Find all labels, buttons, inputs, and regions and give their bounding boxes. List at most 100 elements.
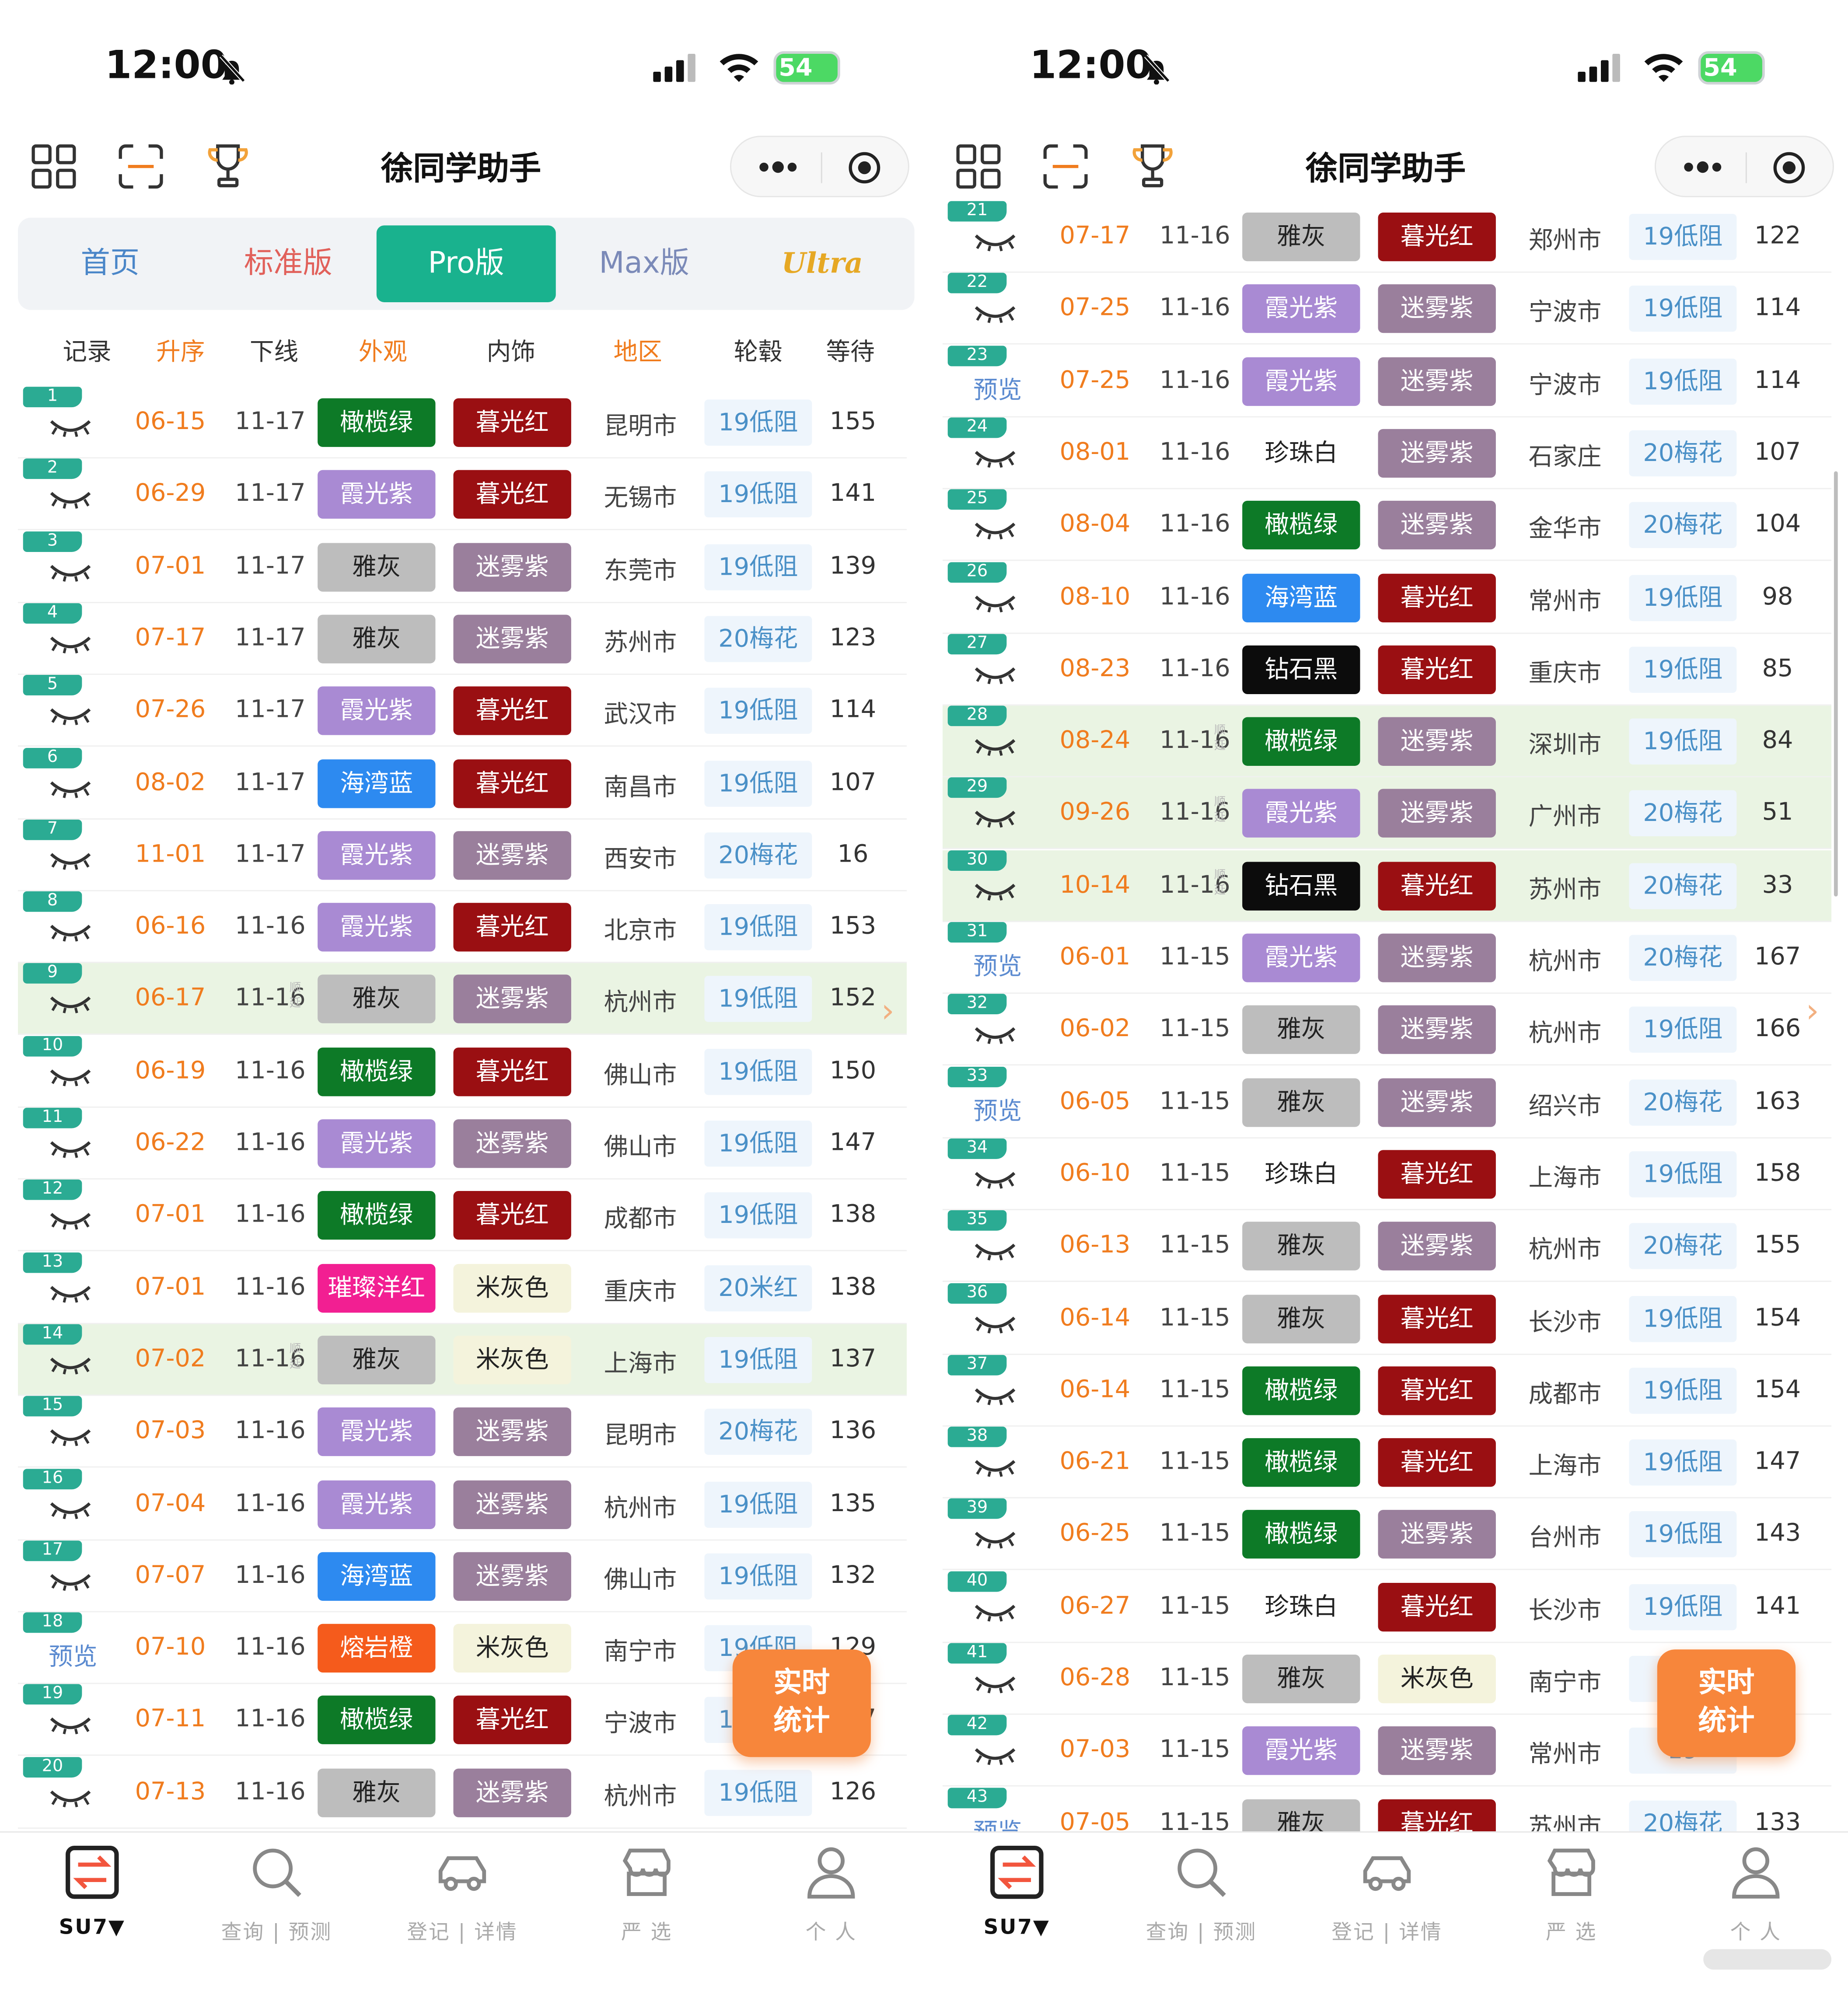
table-row[interactable]: 33 预览 06-05 11-15 雅灰 迷雾紫 绍兴市 20梅花 163 [943, 1066, 1832, 1138]
tab-query-predict[interactable]: 查询 | 预测 [1137, 1843, 1265, 1945]
tab-selection[interactable]: 严 选 [1507, 1843, 1635, 1945]
offline-date: 11-16 [1159, 654, 1230, 683]
offline-date: 11-16 [234, 1272, 306, 1301]
grid-apps-icon [953, 141, 1004, 192]
tab-selection[interactable]: 严 选 [583, 1843, 711, 1945]
row-number-badge: 21 [947, 201, 1007, 222]
table-row[interactable]: 7 11-01 11-17 霞光紫 迷雾紫 西安市 20梅花 16 [17, 819, 907, 891]
closed-eye-icon [973, 737, 1017, 757]
nav-title: 徐同学助手 [1306, 150, 1466, 187]
region: 深圳市 [1528, 731, 1602, 760]
tab-su7[interactable]: SU7▼ [28, 1843, 156, 1939]
table-row[interactable]: 37 06-14 11-15 橄榄绿 暮光红 成都市 19低阻 154 [943, 1355, 1832, 1427]
chevron-right-icon[interactable]: › [881, 992, 894, 1031]
interior-color-tag: 迷雾紫 [1378, 429, 1496, 478]
preview-link[interactable]: 预览 [973, 953, 1022, 981]
preview-link[interactable]: 预览 [973, 1097, 1022, 1125]
table-row[interactable]: 10 06-19 11-16 橄榄绿 暮光红 佛山市 19低阻 150 [17, 1035, 907, 1107]
chevron-right-icon[interactable]: › [1806, 992, 1819, 1031]
row-divider [943, 1569, 1832, 1571]
closed-eye-icon [49, 418, 92, 438]
wait-days: 163 [1754, 1086, 1801, 1115]
table-row[interactable]: 34 06-10 11-15 珍珠白 暮光红 上海市 19低阻 158 [943, 1138, 1832, 1210]
order-date: 07-04 [135, 1488, 206, 1517]
row-divider [943, 992, 1832, 994]
tab-profile[interactable]: 个 人 [767, 1843, 895, 1945]
table-row[interactable]: 35 06-13 11-15 雅灰 迷雾紫 杭州市 20梅花 155 [943, 1210, 1832, 1282]
order-date: 06-14 [1059, 1375, 1131, 1404]
table-row[interactable]: 27 08-23 11-16 钻石黑 暮光红 重庆市 19低阻 85 [943, 633, 1832, 705]
table-row[interactable]: 28 08-24 11-16 顺延 橄榄绿 迷雾紫 深圳市 19低阻 84 [943, 705, 1832, 778]
table-row[interactable]: 30 10-14 11-16 顺延 钻石黑 暮光红 苏州市 20梅花 33 [943, 850, 1832, 922]
interior-color-tag: 米灰色 [1378, 1654, 1496, 1704]
order-date: 06-17 [135, 984, 206, 1013]
tab-query-predict[interactable]: 查询 | 预测 [213, 1843, 341, 1945]
tab-register-detail[interactable]: 登记 | 详情 [398, 1843, 527, 1945]
table-row[interactable]: 4 07-17 11-17 雅灰 迷雾紫 苏州市 20梅花 123 [17, 603, 907, 675]
table-row[interactable]: 24 08-01 11-16 珍珠白 迷雾紫 石家庄 20梅花 107 [943, 417, 1832, 489]
row-number-badge: 40 [947, 1571, 1007, 1592]
table-row[interactable]: 8 06-16 11-16 霞光紫 暮光红 北京市 19低阻 153 [17, 891, 907, 964]
menu-capsule[interactable] [1654, 136, 1834, 197]
tab-pro[interactable]: Pro版 [376, 225, 556, 303]
table-row[interactable]: 15 07-03 11-16 霞光紫 迷雾紫 昆明市 20梅花 136 [17, 1396, 907, 1468]
scrollbar[interactable] [1834, 471, 1838, 897]
interior-color-tag: 米灰色 [453, 1263, 571, 1313]
order-date: 07-17 [135, 623, 206, 652]
header-1[interactable]: 升序 [156, 338, 205, 367]
table-row[interactable]: 38 06-21 11-15 橄榄绿 暮光红 上海市 19低阻 147 [943, 1427, 1832, 1499]
table-row[interactable]: 1 06-15 11-17 橄榄绿 暮光红 昆明市 19低阻 155 [17, 387, 907, 459]
offline-date: 11-15 [1159, 1014, 1230, 1043]
table-row[interactable]: 2 06-29 11-17 霞光紫 暮光红 无锡市 19低阻 141 [17, 459, 907, 531]
preview-link[interactable]: 预览 [973, 376, 1022, 405]
table-row[interactable]: 26 08-10 11-16 海湾蓝 暮光红 常州市 19低阻 98 [943, 561, 1832, 633]
table-row[interactable]: 6 08-02 11-17 海湾蓝 暮光红 南昌市 19低阻 107 [17, 747, 907, 819]
table-row[interactable]: 16 07-04 11-16 霞光紫 迷雾紫 杭州市 19低阻 135 [17, 1468, 907, 1540]
tab-register-detail[interactable]: 登记 | 详情 [1323, 1843, 1451, 1945]
table-row[interactable]: 5 07-26 11-17 霞光紫 暮光红 武汉市 19低阻 114 [17, 675, 907, 747]
table-row[interactable]: 23 预览 07-25 11-16 霞光紫 迷雾紫 宁波市 19低阻 114 [943, 345, 1832, 417]
region: 苏州市 [1528, 875, 1602, 904]
table-row[interactable]: 12 07-01 11-16 橄榄绿 暮光红 成都市 19低阻 138 [17, 1180, 907, 1252]
table-row[interactable]: 20 07-13 11-16 雅灰 迷雾紫 杭州市 19低阻 126 [17, 1757, 907, 1829]
row-divider [17, 1538, 907, 1540]
tab-standard[interactable]: 标准版 [244, 247, 332, 281]
wait-days: 150 [829, 1056, 877, 1085]
table-row[interactable]: 14 07-02 11-16 顺延 雅灰 米灰色 上海市 19低阻 137 [17, 1324, 907, 1396]
table-row[interactable]: 9 06-17 11-16 顺延 雅灰 迷雾紫 杭州市 19低阻 152 [17, 963, 907, 1035]
table-row[interactable]: 17 07-07 11-16 海湾蓝 迷雾紫 佛山市 19低阻 132 [17, 1540, 907, 1612]
realtime-stats-button[interactable]: 实时 统计 [732, 1649, 871, 1757]
preview-link[interactable]: 预览 [49, 1643, 98, 1672]
table-row[interactable]: 32 06-02 11-15 雅灰 迷雾紫 杭州市 19低阻 166 [943, 994, 1832, 1066]
table-row[interactable]: 21 07-17 11-16 雅灰 暮光红 郑州市 19低阻 122 [943, 201, 1832, 273]
table-row[interactable]: 11 06-22 11-16 霞光紫 迷雾紫 佛山市 19低阻 147 [17, 1107, 907, 1180]
row-number-badge: 16 [23, 1468, 82, 1489]
tab-profile[interactable]: 个 人 [1692, 1843, 1820, 1945]
table-row[interactable]: 36 06-14 11-15 雅灰 暮光红 长沙市 19低阻 154 [943, 1282, 1832, 1355]
closed-eye-icon [973, 448, 1017, 468]
exterior-color-tag: 橄榄绿 [1242, 501, 1360, 550]
row-divider [943, 920, 1832, 922]
table-row[interactable]: 40 06-27 11-15 珍珠白 暮光红 长沙市 19低阻 141 [943, 1571, 1832, 1643]
tab-max[interactable]: Max版 [599, 247, 690, 281]
interior-color-tag: 迷雾紫 [453, 542, 571, 591]
table-row[interactable]: 31 预览 06-01 11-15 霞光紫 迷雾紫 杭州市 20梅花 167 [943, 922, 1832, 994]
tab-home[interactable]: 首页 [80, 247, 140, 281]
table-row[interactable]: 25 08-04 11-16 橄榄绿 迷雾紫 金华市 20梅花 104 [943, 489, 1832, 562]
closed-eye-icon [973, 232, 1017, 252]
tab-su7[interactable]: SU7▼ [953, 1843, 1081, 1939]
table-row[interactable]: 18 预览 07-10 11-16 熔岩橙 米灰色 南宁市 19低阻 129 [17, 1612, 907, 1684]
region: 上海市 [1528, 1164, 1602, 1192]
table-row[interactable]: 22 07-25 11-16 霞光紫 迷雾紫 宁波市 19低阻 114 [943, 273, 1832, 345]
row-number-badge: 23 [947, 345, 1007, 366]
table-row[interactable]: 29 09-26 11-16 顺延 霞光紫 迷雾紫 广州市 20梅花 51 [943, 778, 1832, 850]
table-row[interactable]: 39 06-25 11-15 橄榄绿 迷雾紫 台州市 19低阻 143 [943, 1498, 1832, 1571]
table-row[interactable]: 3 07-01 11-17 雅灰 迷雾紫 东莞市 19低阻 139 [17, 531, 907, 603]
wait-days: 166 [1754, 1014, 1801, 1043]
order-date: 07-07 [135, 1561, 206, 1589]
tab-ultra[interactable]: Ultra [781, 247, 863, 281]
menu-capsule[interactable] [730, 136, 909, 197]
realtime-stats-button[interactable]: 实时 统计 [1657, 1649, 1796, 1757]
table-row[interactable]: 13 07-01 11-16 璀璨洋红 米灰色 重庆市 20米红 138 [17, 1252, 907, 1324]
realtime-stats-line1: 实时 [773, 1667, 830, 1700]
